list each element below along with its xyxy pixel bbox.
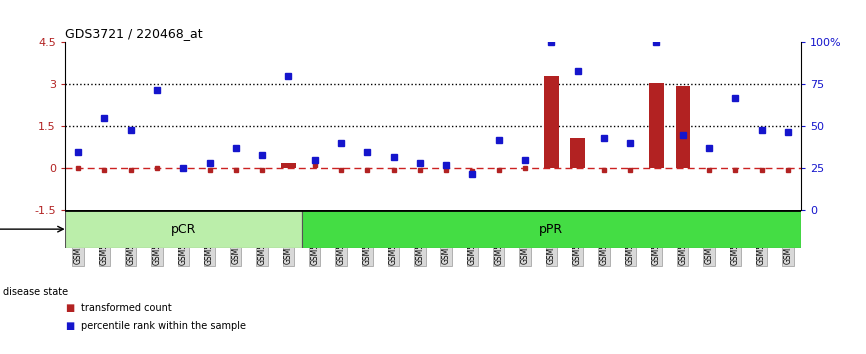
Bar (544, 76, 559, 169)
Text: percentile rank within the sample: percentile rank within the sample (81, 321, 246, 331)
Bar (650, 83, 663, 169)
Text: ■: ■ (65, 303, 74, 313)
Bar (571, 138, 585, 169)
Text: transformed count: transformed count (81, 303, 171, 313)
Text: disease state: disease state (3, 287, 68, 297)
Bar (675, 86, 690, 169)
Text: pCR: pCR (171, 223, 196, 236)
Text: pPR: pPR (540, 223, 564, 236)
Bar (301, 211, 801, 248)
Bar (281, 164, 295, 169)
Text: ■: ■ (65, 321, 74, 331)
Bar (65, 211, 301, 248)
Title: GDS3721 / 220468_at: GDS3721 / 220468_at (65, 27, 203, 40)
